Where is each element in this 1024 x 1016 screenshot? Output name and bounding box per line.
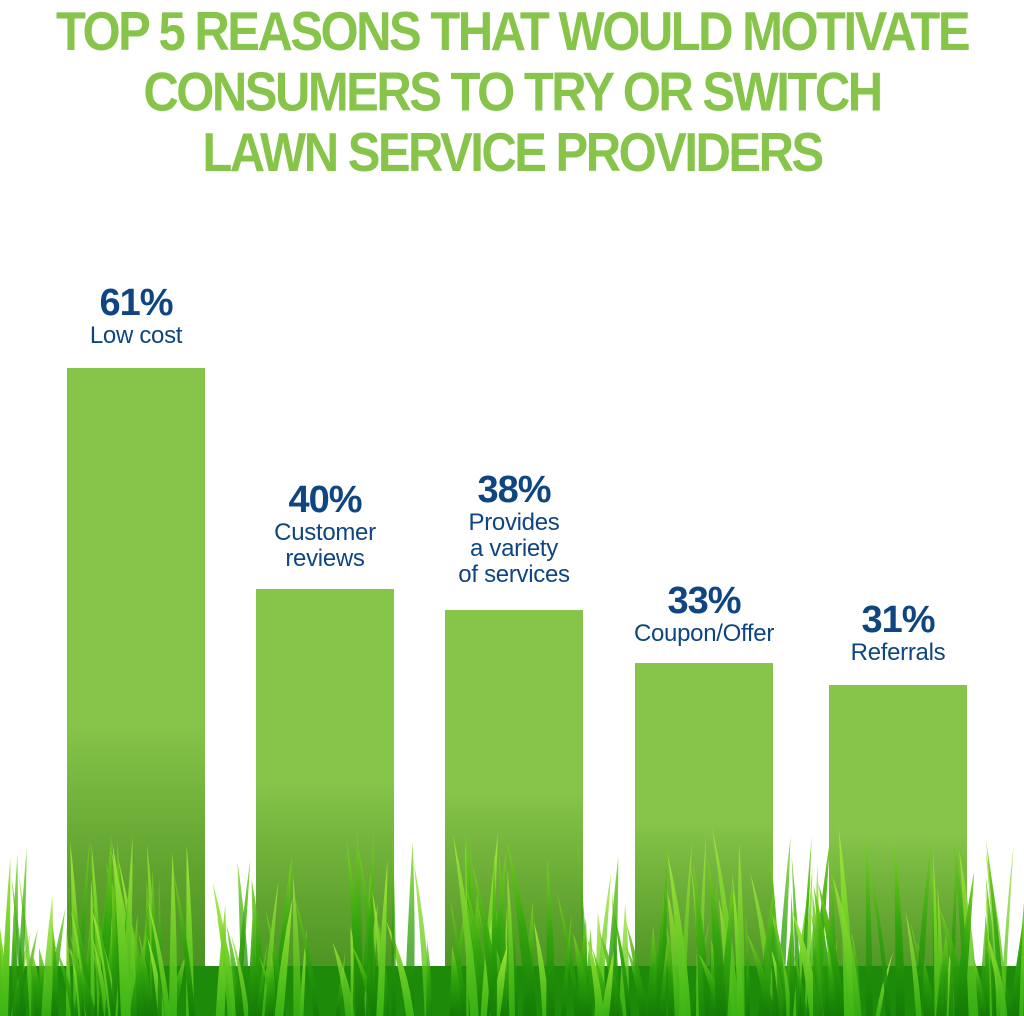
bar-value: 40% xyxy=(288,479,362,521)
bar-category: Coupon/Offer xyxy=(633,620,775,647)
bar-value: 61% xyxy=(99,282,173,324)
title-line-1: TOP 5 REASONS THAT WOULD MOTIVATE xyxy=(55,2,971,63)
bar-label-customer-reviews: 40% Customer reviews xyxy=(215,480,435,572)
bar-category: a variety xyxy=(469,535,558,562)
bar-category: reviews xyxy=(285,545,365,572)
title-line-2: CONSUMERS TO TRY OR SWITCH xyxy=(143,62,883,123)
bar-label-coupon-offer: 33% Coupon/Offer xyxy=(594,581,814,647)
chart-title: TOP 5 REASONS THAT WOULD MOTIVATE CONSUM… xyxy=(0,2,1024,183)
bar-low-cost xyxy=(67,368,205,1016)
grass-decoration-icon xyxy=(0,827,1024,1016)
bar-category: Low cost xyxy=(89,322,183,349)
bar-label-low-cost: 61% Low cost xyxy=(26,283,246,349)
bar-label-variety-of-services: 38% Provides a variety of services xyxy=(404,470,624,588)
bar-category: Customer xyxy=(274,519,376,546)
title-line-3: LAWN SERVICE PROVIDERS xyxy=(202,122,824,184)
bar-value: 38% xyxy=(477,469,551,511)
bar-value: 31% xyxy=(861,599,935,641)
bar-category: Referrals xyxy=(850,639,946,666)
bar-category: Provides xyxy=(468,509,560,536)
bar-value: 33% xyxy=(667,580,741,622)
bar-category: of services xyxy=(458,561,570,588)
bar-label-referrals: 31% Referrals xyxy=(788,600,1008,666)
